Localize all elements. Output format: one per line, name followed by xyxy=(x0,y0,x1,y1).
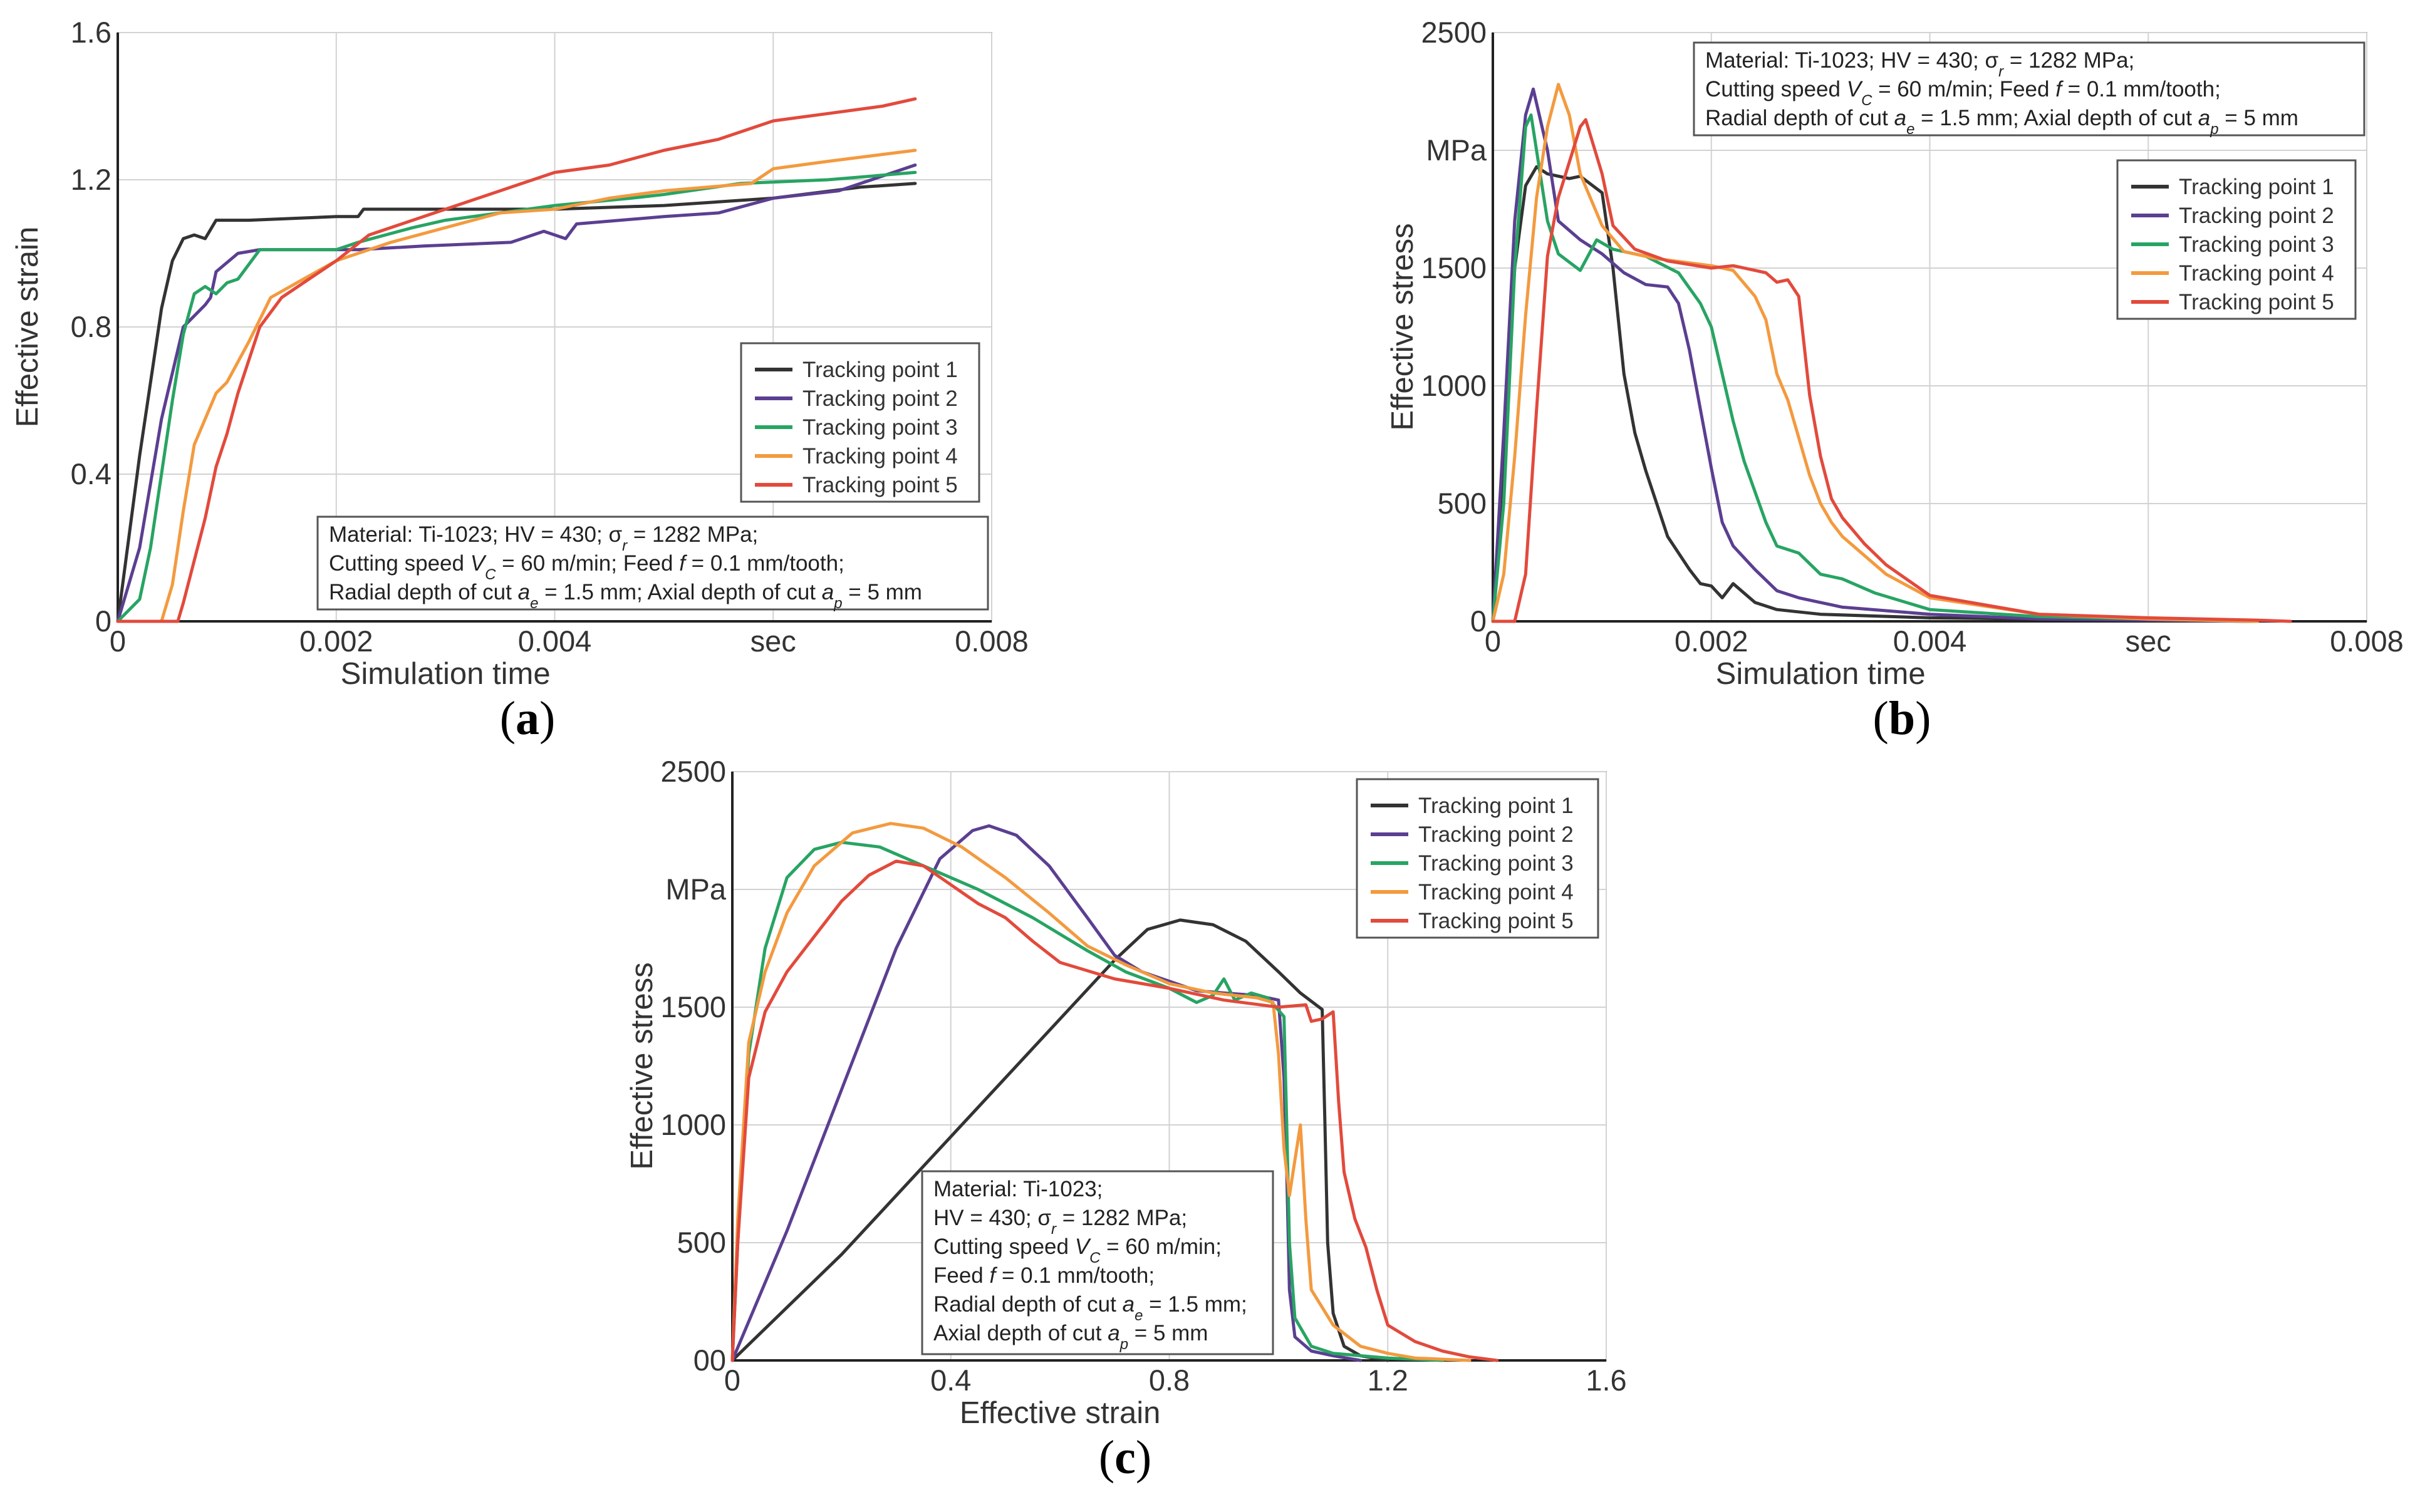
legend-label-tracking-point-5: Tracking point 5 xyxy=(2179,290,2334,314)
panel-label-c: (c) xyxy=(1099,1431,1151,1484)
legend-label-tracking-point-3: Tracking point 3 xyxy=(802,415,958,440)
y-tick-label: 1000 xyxy=(1421,369,1487,402)
info-line: Cutting speed VC = 60 m/min; xyxy=(933,1235,1222,1266)
panel-label-a: (a) xyxy=(500,692,556,745)
info-line: Material: Ti-1023; HV = 430; σr = 1282 M… xyxy=(329,522,758,554)
y-tick-label: 0.8 xyxy=(71,310,112,343)
y-axis-title: Effective stress xyxy=(1386,223,1420,430)
legend-label-tracking-point-3: Tracking point 3 xyxy=(1418,851,1574,876)
x-tick-label: 0.002 xyxy=(299,624,373,658)
y-tick-label: 0 xyxy=(1470,604,1487,638)
legend-label-tracking-point-4: Tracking point 4 xyxy=(1418,880,1574,904)
x-tick-label: 0.004 xyxy=(518,624,592,658)
series-line-tracking-point-1 xyxy=(730,918,1389,1362)
series-line-tracking-point-3 xyxy=(116,170,917,623)
x-tick-label: 0.008 xyxy=(2330,624,2404,658)
chart-panel-c: 0 0.4 0.8 1.2 1.6 00 500 1000 1500 MPa 2500 Effecti… xyxy=(625,755,1627,1484)
panel-label-b: (b) xyxy=(1873,692,1931,745)
y-tick-label: 0 xyxy=(95,604,112,638)
y-axis-title: Effective strain xyxy=(11,227,44,427)
info-line: Radial depth of cut ae = 1.5 mm; Axial d… xyxy=(329,580,922,612)
x-axis-title: Effective strain xyxy=(960,1396,1160,1430)
series-line-tracking-point-3 xyxy=(730,841,1444,1362)
y-axis-title: Effective stress xyxy=(625,962,659,1169)
series-line-tracking-point-4 xyxy=(730,822,1472,1362)
y-tick-label: 2500 xyxy=(1421,16,1487,49)
legend-label-tracking-point-5: Tracking point 5 xyxy=(802,473,958,497)
info-line: Axial depth of cut ap = 5 mm xyxy=(933,1321,1208,1353)
series-line-tracking-point-3 xyxy=(1491,113,2260,623)
x-tick-label: 0 xyxy=(110,624,126,658)
legend: Tracking point 1 Tracking point 2 Tracking… xyxy=(740,342,980,503)
x-tick-label: 1.6 xyxy=(1586,1364,1626,1397)
series-line-tracking-point-2 xyxy=(1491,87,2260,623)
legend-label-tracking-point-4: Tracking point 4 xyxy=(2179,261,2334,286)
legend-label-tracking-point-1: Tracking point 1 xyxy=(802,358,958,382)
info-line: Radial depth of cut ae = 1.5 mm; Axial d… xyxy=(1705,106,2298,138)
chart-panel-b: 0 0.002 0.004 sec 0.008 0 500 1000 1500 MPa 2500 Si… xyxy=(1386,16,2404,745)
legend-label-tracking-point-1: Tracking point 1 xyxy=(2179,175,2334,199)
info-box-frame xyxy=(921,1170,1274,1355)
y-tick-label: 1.2 xyxy=(71,163,112,196)
info-box-frame xyxy=(316,515,989,611)
legend-label-tracking-point-2: Tracking point 2 xyxy=(1418,822,1574,847)
y-tick-label: 1500 xyxy=(660,990,726,1023)
y-tick-label: 1.6 xyxy=(71,16,112,49)
legend: Tracking point 1 Tracking point 2 Tracking… xyxy=(1356,778,1599,939)
chart-panel-a: 0 0.002 0.004 sec 0.008 0 0.4 0.8 1.2 1.6 Simulati… xyxy=(11,16,1029,745)
legend-label-tracking-point-1: Tracking point 1 xyxy=(1418,794,1574,818)
series-line-tracking-point-1 xyxy=(116,182,917,623)
info-line: Cutting speed VC = 60 m/min; Feed f = 0.… xyxy=(329,551,844,583)
legend-label-tracking-point-2: Tracking point 2 xyxy=(2179,204,2334,228)
info-line: HV = 430; σr = 1282 MPa; xyxy=(933,1206,1187,1238)
legend-label-tracking-point-2: Tracking point 2 xyxy=(802,386,958,411)
info-line: Radial depth of cut ae = 1.5 mm; xyxy=(933,1292,1247,1324)
x-tick-label: 0.008 xyxy=(955,624,1029,658)
material-info-box: Material: Ti-1023; HV = 430; σr = 1282 M… xyxy=(1693,41,2365,138)
y-tick-label: MPa xyxy=(1426,133,1487,167)
x-axis-title: Simulation time xyxy=(341,657,551,691)
info-line: Material: Ti-1023; xyxy=(933,1177,1103,1201)
x-tick-label: 0.4 xyxy=(930,1364,971,1397)
x-axis-title: Simulation time xyxy=(1716,657,1926,691)
legend-label-tracking-point-5: Tracking point 5 xyxy=(1418,909,1574,933)
y-tick-label: 00 xyxy=(693,1344,726,1377)
info-line: Cutting speed VC = 60 m/min; Feed f = 0.… xyxy=(1705,77,2221,109)
x-tick-label: 0.002 xyxy=(1675,624,1748,658)
info-line: Material: Ti-1023; HV = 430; σr = 1282 M… xyxy=(1705,48,2134,80)
x-tick-label: sec xyxy=(2126,624,2171,658)
x-tick-label: 0.8 xyxy=(1149,1364,1190,1397)
legend-label-tracking-point-4: Tracking point 4 xyxy=(802,444,958,469)
y-tick-label: 1500 xyxy=(1421,251,1487,284)
info-line: Feed f = 0.1 mm/tooth; xyxy=(933,1263,1155,1288)
series-line-tracking-point-5 xyxy=(1491,118,2292,623)
y-tick-label: 500 xyxy=(677,1226,726,1259)
legend: Tracking point 1 Tracking point 2 Tracking… xyxy=(2116,159,2357,320)
series-line-tracking-point-4 xyxy=(1491,83,2260,623)
info-box-frame xyxy=(1693,41,2365,137)
y-tick-label: 500 xyxy=(1438,487,1487,520)
x-tick-label: sec xyxy=(750,624,796,658)
y-tick-label: 1000 xyxy=(660,1108,726,1141)
legend-label-tracking-point-3: Tracking point 3 xyxy=(2179,232,2334,257)
x-tick-label: 1.2 xyxy=(1368,1364,1408,1397)
material-info-box: Material: Ti-1023; HV = 430; σr = 1282 M… xyxy=(316,515,989,612)
x-tick-label: 0 xyxy=(1485,624,1501,658)
y-tick-label: 2500 xyxy=(660,755,726,788)
x-tick-label: 0 xyxy=(724,1364,740,1397)
series-line-tracking-point-5 xyxy=(730,859,1499,1362)
series-line-tracking-point-5 xyxy=(116,97,917,623)
y-tick-label: 0.4 xyxy=(71,457,112,490)
material-info-box: Material: Ti-1023; HV = 430; σr = 1282 MP… xyxy=(921,1170,1274,1355)
y-tick-label: MPa xyxy=(665,873,727,906)
x-tick-label: 0.004 xyxy=(1893,624,1967,658)
